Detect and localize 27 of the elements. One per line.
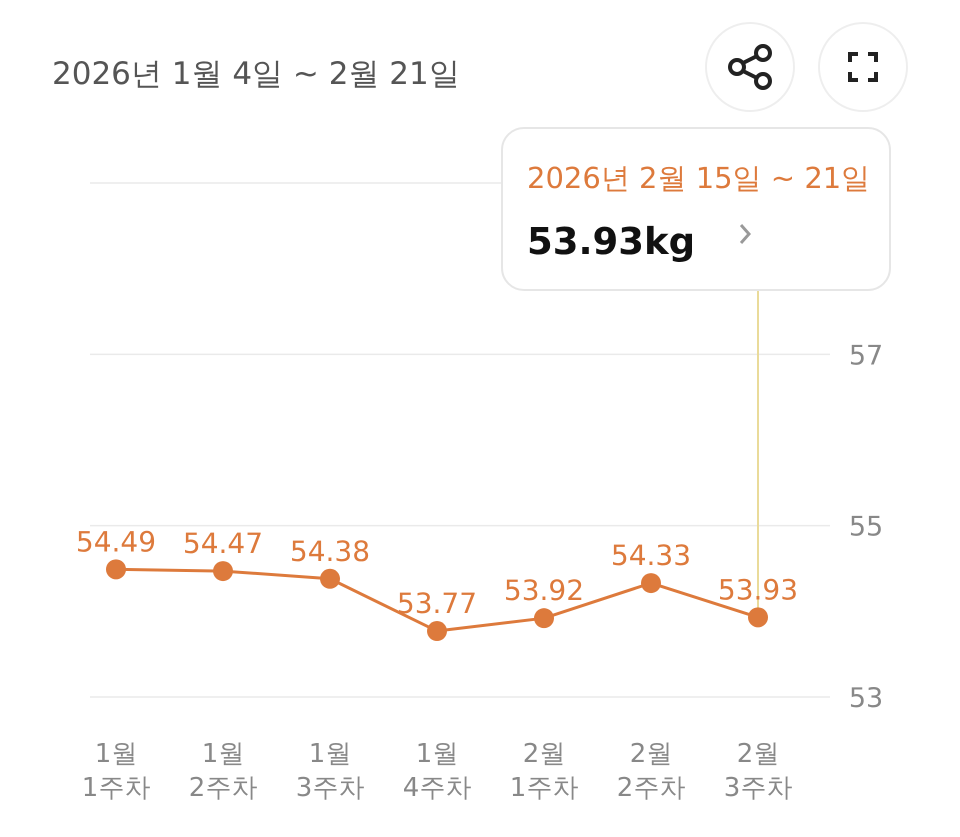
chart-title: 2026년 1월 4일 ~ 2월 21일 <box>52 56 460 92</box>
x-tick-label: 1월 3주차 <box>296 739 364 803</box>
y-tick-label: 53 <box>848 683 884 714</box>
x-tick-label: 1월 2주차 <box>188 739 258 803</box>
point <box>106 559 126 580</box>
x-tick-label: 1월 1주차 <box>82 739 150 803</box>
y-tick-label: 57 <box>848 340 884 372</box>
data-label: 54.47 <box>182 527 264 560</box>
data-label: 53.92 <box>504 574 584 608</box>
x-tick-label: 2월 2주차 <box>616 739 686 803</box>
data-label: 53.93 <box>718 573 798 606</box>
annotation: 2026년 2월 15일 ~ 21일 <box>527 161 870 195</box>
point <box>213 561 233 582</box>
point <box>641 573 661 594</box>
point <box>427 621 447 642</box>
data-label: 53.77 <box>396 587 478 620</box>
x-tick-label: 2월 3주차 <box>724 739 792 803</box>
point <box>748 607 768 628</box>
point <box>320 568 340 589</box>
data-label: 54.33 <box>610 539 692 572</box>
y-tick-label: 55 <box>848 512 884 543</box>
data-label: 54.49 <box>76 525 156 558</box>
x-tick-label: 1월 4주차 <box>402 739 472 803</box>
annotation: 53.93kg <box>527 220 696 263</box>
point <box>534 608 554 628</box>
x-tick-label: 2월 1주차 <box>510 739 578 803</box>
data-label: 54.38 <box>290 534 370 568</box>
